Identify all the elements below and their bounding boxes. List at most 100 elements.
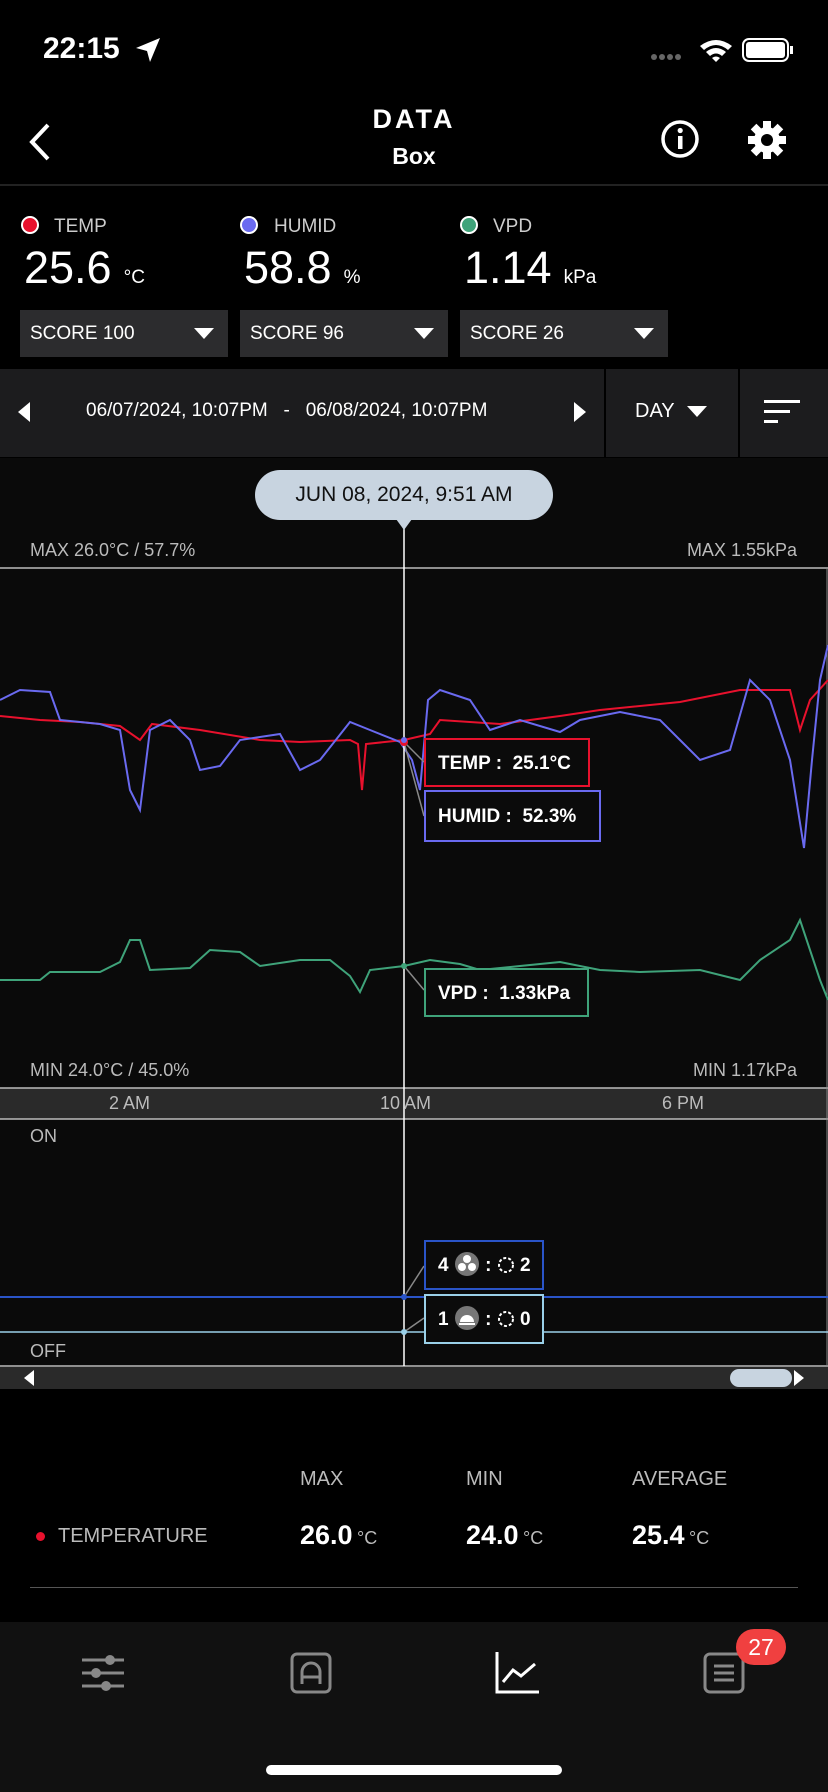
stat-value: 25.4 [632,1520,685,1550]
divider [604,369,606,457]
sensor-reading: 58.8% [244,242,361,294]
prev-button[interactable] [18,402,32,422]
period-dropdown[interactable]: DAY [635,400,675,422]
sensor-unit: % [343,267,361,288]
tab-log[interactable] [703,1652,745,1694]
scroll-thumb[interactable] [730,1369,792,1387]
stat-value: 26.0 [300,1520,353,1550]
scroll-left[interactable] [24,1370,36,1386]
status-icons [651,38,793,62]
device-value: 2 [520,1255,531,1276]
sensor-value: 25.6 [24,242,112,293]
stat-dot [36,1532,45,1541]
cursor-tooltip: JUN 08, 2024, 9:51 AM [255,470,553,520]
fan-icon [454,1252,479,1276]
score-text: SCORE 96 [250,323,344,344]
callout-value: 25.1°C [512,753,571,774]
callout-label: HUMID : [438,806,512,827]
home-indicator [266,1765,562,1775]
score-dropdown[interactable]: SCORE 26 [460,310,668,357]
score-dropdown[interactable]: SCORE 96 [240,310,448,357]
off-label: OFF [30,1341,66,1361]
date-separator: - [283,400,290,421]
header-title: DATA [372,104,456,134]
device-value: 0 [520,1309,531,1330]
back-button[interactable] [26,122,54,162]
vpd-dot [460,216,478,234]
stat-max: 26.0 °C [300,1520,377,1551]
light-callout: 1 : 0 [424,1294,544,1344]
x-label: 2 AM [109,1093,151,1113]
sensor-unit: kPa [563,267,597,288]
sort-button[interactable] [764,398,802,426]
stat-header: AVERAGE [632,1468,728,1490]
sensor-value: 58.8 [244,242,332,293]
info-button[interactable] [660,119,700,159]
divider [30,1587,798,1588]
scroll-right[interactable] [792,1370,804,1386]
date-range: 06/07/2024, 10:07PM - 06/08/2024, 10:07P… [86,400,487,422]
stat-unit: °C [689,1528,710,1548]
temp-callout: TEMP : 25.1°C [424,738,590,787]
on-label: ON [30,1126,57,1146]
next-button[interactable] [572,402,586,422]
min-left: MIN 24.0°C / 45.0% [30,1060,190,1080]
max-left: MAX 26.0°C / 57.7% [30,540,196,560]
fan-callout: 4 : 2 [424,1240,544,1290]
tab-bar [0,1622,828,1792]
chart [0,458,828,1388]
callout-label: TEMP : [438,753,503,774]
period-arrow [687,406,707,417]
callout-label: VPD : [438,983,489,1004]
x-label: 6 PM [662,1093,705,1113]
score-text: SCORE 100 [30,323,135,344]
temp-dot [21,216,39,234]
date-end: 06/08/2024, 10:07PM [305,400,488,421]
scrollbar[interactable] [0,1367,828,1389]
device-count: 1 [438,1309,449,1330]
score-dropdown[interactable]: SCORE 100 [20,310,228,357]
stat-min: 24.0 °C [466,1520,543,1551]
stat-unit: °C [357,1528,378,1548]
light-icon [454,1306,479,1330]
tab-controls[interactable] [82,1652,124,1694]
vpd-callout: VPD : 1.33kPa [424,968,589,1017]
tab-auto[interactable] [290,1652,332,1694]
divider [0,184,828,186]
sensor-label: TEMP [54,216,107,237]
sensor-label: HUMID [274,216,337,237]
x-label: 10 AM [380,1093,432,1113]
header-subtitle: Box [392,143,436,169]
status-time: 22:15 [43,32,120,65]
humid-dot [240,216,258,234]
callout-value: 1.33kPa [499,983,571,1004]
stat-unit: °C [523,1528,544,1548]
tab-data[interactable] [495,1652,539,1694]
min-right: MIN 1.17kPa [692,1060,797,1080]
location-icon [136,38,160,62]
settings-button[interactable] [746,119,788,161]
stat-name: TEMPERATURE [58,1525,208,1547]
notification-badge: 27 [736,1629,786,1665]
divider [738,369,740,457]
stat-header: MAX [300,1468,344,1490]
score-text: SCORE 26 [470,323,564,344]
sensor-label: VPD [493,216,533,237]
stat-header: MIN [466,1468,503,1490]
cycle-icon [497,1311,514,1327]
stat-average: 25.4 °C [632,1520,709,1551]
callout-value: 52.3% [522,806,577,827]
cycle-icon [497,1257,514,1273]
sensor-reading: 25.6 °C [24,242,145,294]
sensor-reading: 1.14 kPa [464,242,596,294]
tooltip-pointer [396,519,412,530]
device-count: 4 [438,1255,449,1276]
date-start: 06/07/2024, 10:07PM [86,400,268,421]
sensor-value: 1.14 [464,242,552,293]
stat-value: 24.0 [466,1520,519,1550]
max-right: MAX 1.55kPa [686,540,797,560]
date-bar [0,369,828,457]
sensor-unit: °C [123,267,145,288]
humid-callout: HUMID : 52.3% [424,790,601,842]
